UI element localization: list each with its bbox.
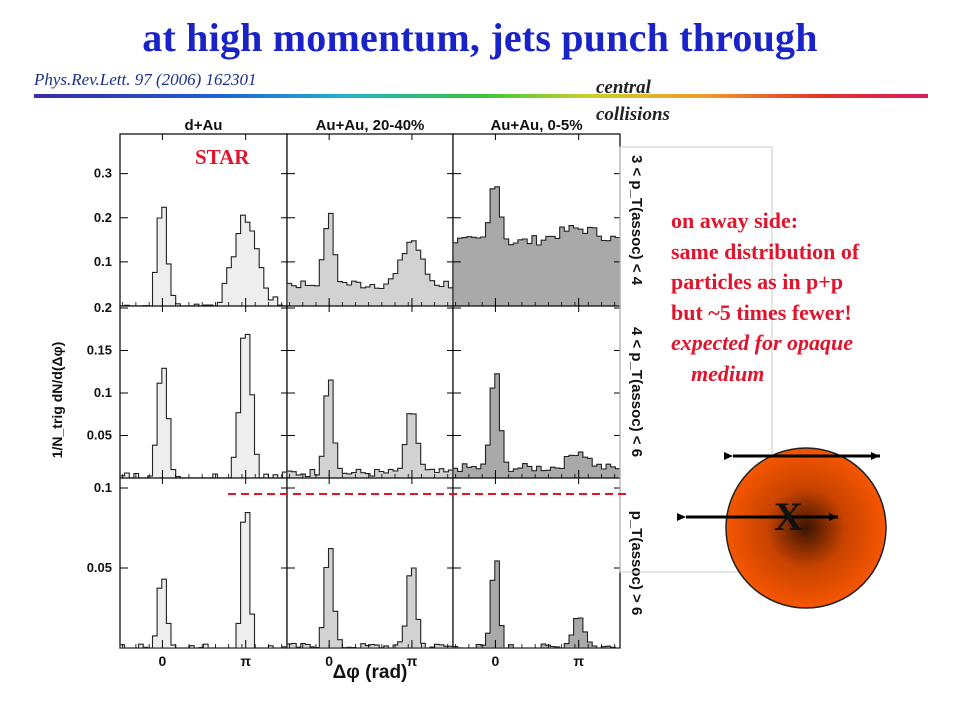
- y-tick-label: 0.05: [87, 428, 112, 443]
- y-tick-label: 0.1: [94, 254, 112, 269]
- x-axis-label: Δφ (rad): [333, 662, 408, 683]
- rainbow-divider: [34, 94, 928, 98]
- annotation-line: same distribution of: [671, 238, 860, 264]
- row-title: 3 < p_T(assoc) < 4: [628, 155, 645, 286]
- histogram: [286, 548, 454, 649]
- annotation-box: on away side: same distribution of parti…: [671, 206, 859, 389]
- y-tick-label: 0.1: [94, 385, 112, 400]
- y-tick-label: 0.05: [87, 560, 112, 575]
- slide-title: at high momentum, jets punch through: [142, 15, 818, 60]
- central-label-line2: collisions: [596, 104, 670, 125]
- histogram: [120, 206, 287, 307]
- column-title: Au+Au, 20-40%: [316, 117, 425, 134]
- column-title: d+Au: [185, 117, 223, 134]
- panel-frame: [452, 477, 621, 649]
- citation: Phys.Rev.Lett. 97 (2006) 162301: [34, 70, 257, 89]
- y-tick-label: 0.15: [87, 343, 112, 358]
- central-label-line1: central: [596, 77, 651, 98]
- y-axis-label: 1/N_trig dN/d(Δφ): [49, 342, 65, 459]
- annotation-italic-line: medium: [691, 360, 765, 386]
- y-tick-label: 0.2: [94, 210, 112, 225]
- y-tick-label: 0.1: [94, 480, 112, 495]
- medium-circle: [725, 447, 887, 609]
- row-title: p_T(assoc) > 6: [628, 511, 645, 616]
- medium-frame: [619, 146, 773, 573]
- panel-frame: [119, 477, 288, 649]
- x-tick-label: 0: [492, 653, 500, 669]
- panel-frame: [119, 305, 288, 479]
- histogram: [452, 560, 620, 649]
- annotation-line: but ~5 times fewer!: [671, 299, 852, 325]
- medium-x-marker: X: [774, 494, 803, 539]
- histogram: [286, 379, 454, 479]
- star-label: STAR: [195, 145, 250, 169]
- panel-frame: [286, 305, 454, 479]
- y-tick-label: 0.2: [94, 300, 112, 315]
- annotation-line: particles as in p+p: [671, 269, 844, 294]
- annotation-italic-line: expected for opaque: [671, 330, 854, 355]
- histogram: [119, 512, 288, 649]
- panel-frame: [452, 305, 621, 479]
- x-tick-label: 0: [159, 653, 167, 669]
- histogram: [452, 373, 621, 479]
- central-collisions-label: central collisions: [596, 74, 670, 128]
- annotation-line: on away side:: [671, 208, 799, 233]
- y-tick-label: 0.3: [94, 166, 112, 181]
- row-title: 4 < p_T(assoc) < 6: [628, 327, 645, 457]
- panel-frame: [286, 477, 454, 649]
- x-tick-label: π: [573, 653, 584, 669]
- column-title: Au+Au, 0-5%: [490, 117, 582, 134]
- x-tick-label: 0: [325, 653, 333, 669]
- histogram: [452, 186, 621, 307]
- x-tick-label: π: [407, 653, 418, 669]
- histogram: [286, 212, 454, 307]
- x-tick-label: π: [240, 653, 251, 669]
